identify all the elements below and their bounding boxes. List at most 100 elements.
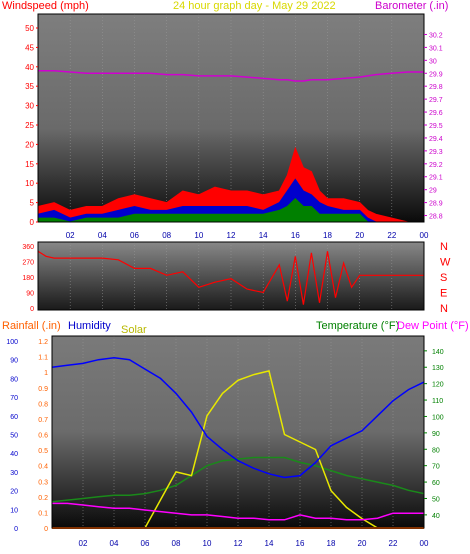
wind-y-tick-40: 40 — [25, 63, 34, 72]
dewpoint-series — [52, 502, 424, 521]
temp-x-tick-04: 04 — [110, 539, 119, 548]
temp-y-tick-130: 130 — [432, 365, 444, 372]
baro-y-tick-29.6: 29.6 — [429, 110, 443, 117]
wind-x-tick-20: 20 — [355, 231, 364, 240]
temp-x-tick-00: 00 — [420, 539, 429, 548]
wind-x-tick-02: 02 — [66, 231, 75, 240]
temp-x-tick-22: 22 — [389, 539, 398, 548]
temp-plot-frame — [51, 335, 425, 529]
temp-y-tick-100: 100 — [432, 414, 444, 421]
wind-x-tick-08: 08 — [162, 231, 171, 240]
temperature-series — [51, 456, 425, 503]
direction-y-tick-0: 0 — [30, 306, 34, 313]
rain-y-tick-0.6: 0.6 — [38, 433, 48, 440]
wind-x-tick-18: 18 — [323, 231, 332, 240]
humidity-y-tick-80: 80 — [10, 376, 18, 383]
wind-y-tick-15: 15 — [25, 160, 34, 169]
humidity-y-tick-100: 100 — [6, 339, 18, 346]
humidity-title: Humidity — [68, 320, 111, 332]
humidity-y-tick-60: 60 — [10, 414, 18, 421]
barometer-title: Barometer (.in) — [375, 0, 449, 12]
humidity-y-tick-90: 90 — [10, 358, 18, 365]
direction-y-tick-180: 180 — [22, 275, 34, 282]
wind-x-tick-04: 04 — [98, 231, 107, 240]
rain-y-tick-0.3: 0.3 — [38, 479, 48, 486]
direction-y-tick-90: 90 — [26, 291, 34, 298]
baro-y-tick-29.2: 29.2 — [429, 162, 443, 169]
temp-y-tick-70: 70 — [432, 464, 440, 471]
baro-y-tick-29.5: 29.5 — [429, 123, 443, 130]
wind-plot-background — [38, 14, 424, 222]
humidity-y-tick-20: 20 — [10, 489, 18, 496]
wind-y-tick-0: 0 — [30, 218, 35, 227]
temp-x-tick-18: 18 — [327, 539, 336, 548]
humidity-y-tick-30: 30 — [10, 470, 18, 477]
baro-y-tick-28.9: 28.9 — [429, 201, 443, 208]
graph-title: 24 hour graph day - May 29 2022 — [173, 0, 336, 12]
rain-y-tick-0.4: 0.4 — [38, 464, 48, 471]
temp-y-tick-80: 80 — [432, 447, 440, 454]
rain-y-tick-0: 0 — [44, 526, 48, 533]
wind-y-tick-35: 35 — [25, 82, 34, 91]
rainfall-title: Rainfall (.in) — [2, 320, 61, 332]
wind-y-tick-30: 30 — [25, 102, 34, 111]
baro-y-tick-30: 30 — [429, 58, 437, 65]
temp-x-tick-02: 02 — [79, 539, 88, 548]
humidity-y-tick-70: 70 — [10, 395, 18, 402]
baro-y-tick-29.7: 29.7 — [429, 97, 443, 104]
compass-label-0: N — [440, 241, 448, 253]
wind-y-tick-5: 5 — [30, 199, 35, 208]
temp-x-tick-16: 16 — [296, 539, 305, 548]
baro-y-tick-29.4: 29.4 — [429, 136, 443, 143]
temp-y-tick-90: 90 — [432, 431, 440, 438]
baro-y-tick-29: 29 — [429, 188, 437, 195]
wind-x-tick-16: 16 — [291, 231, 300, 240]
temp-x-tick-20: 20 — [358, 539, 367, 548]
temp-y-tick-120: 120 — [432, 382, 444, 389]
solar-title: Solar — [121, 324, 147, 336]
wind-y-tick-50: 50 — [25, 24, 34, 33]
rain-y-tick-1.1: 1.1 — [38, 355, 48, 362]
direction-series — [37, 250, 424, 305]
wind-y-tick-25: 25 — [25, 121, 34, 130]
baro-y-tick-29.3: 29.3 — [429, 149, 443, 156]
rain-y-tick-1: 1 — [44, 370, 48, 377]
temp-y-tick-50: 50 — [432, 496, 440, 503]
wind-x-tick-06: 06 — [130, 231, 139, 240]
wind-y-tick-20: 20 — [25, 140, 34, 149]
compass-label-4: N — [440, 303, 448, 315]
baro-y-tick-28.8: 28.8 — [429, 214, 443, 221]
rain-y-tick-1.2: 1.2 — [38, 339, 48, 346]
baro-y-tick-29.1: 29.1 — [429, 175, 443, 182]
temp-x-tick-10: 10 — [203, 539, 212, 548]
rain-y-tick-0.2: 0.2 — [38, 495, 48, 502]
barometer-series — [38, 69, 424, 82]
wind-y-tick-10: 10 — [25, 179, 34, 188]
wind-gust-series — [37, 146, 424, 223]
windspeed-title: Windspeed (mph) — [2, 0, 89, 12]
wind-x-tick-22: 22 — [387, 231, 396, 240]
humidity-y-tick-10: 10 — [10, 507, 18, 514]
wind-x-tick-12: 12 — [227, 231, 236, 240]
wind-x-tick-14: 14 — [259, 231, 268, 240]
temp-y-tick-60: 60 — [432, 480, 440, 487]
baro-y-tick-30.2: 30.2 — [429, 32, 443, 39]
wind-plot-frame — [37, 13, 425, 223]
baro-y-tick-29.9: 29.9 — [429, 71, 443, 78]
temp-x-tick-08: 08 — [172, 539, 181, 548]
rain-y-tick-0.9: 0.9 — [38, 386, 48, 393]
humidity-y-tick-0: 0 — [14, 526, 18, 533]
compass-label-1: W — [440, 257, 451, 269]
direction-y-tick-360: 360 — [22, 244, 34, 251]
direction-plot-frame — [37, 241, 425, 311]
baro-y-tick-30.1: 30.1 — [429, 45, 443, 52]
humidity-series — [51, 357, 425, 479]
humidity-y-tick-40: 40 — [10, 451, 18, 458]
temp-x-tick-06: 06 — [141, 539, 150, 548]
rain-y-tick-0.7: 0.7 — [38, 417, 48, 424]
wind-y-tick-45: 45 — [25, 43, 34, 52]
temperature-title: Temperature (°F) — [316, 320, 400, 332]
temp-x-tick-12: 12 — [234, 539, 243, 548]
humidity-y-tick-50: 50 — [10, 433, 18, 440]
